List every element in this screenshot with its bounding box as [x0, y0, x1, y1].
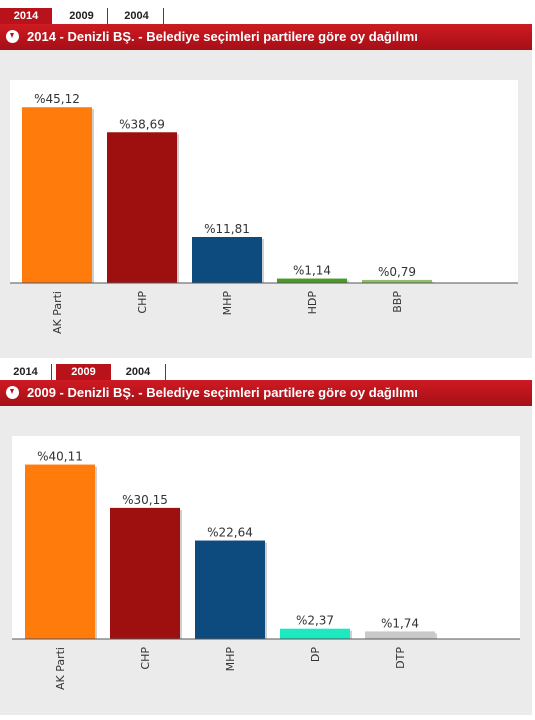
results-panel-2009: 2014 2009 2004 2009 - Denizli BŞ. - Bele… — [0, 364, 535, 715]
bar — [107, 132, 177, 283]
chart-title: 2014 - Denizli BŞ. - Belediye seçimleri … — [27, 29, 418, 44]
data-label: %38,69 — [119, 117, 165, 131]
category-label: CHP — [139, 647, 152, 670]
chart-header: 2014 - Denizli BŞ. - Belediye seçimleri … — [0, 24, 532, 50]
bar-chart-2014: %45,12 AK Parti %38,69 CHP %11,81 MHP %1,14 HDP… — [10, 80, 518, 334]
data-label: %0,79 — [378, 265, 416, 279]
tab-2009[interactable]: 2009 — [56, 8, 108, 24]
category-label: AK Parti — [54, 647, 67, 690]
category-label: AK Parti — [51, 291, 64, 334]
bar-chart-2009: %40,11 AK Parti %30,15 CHP %22,64 MHP %2,37 DP%… — [12, 436, 520, 690]
category-label: HDP — [306, 291, 319, 315]
download-arrow-icon[interactable] — [6, 30, 19, 43]
bar — [22, 107, 92, 283]
year-tabs: 2014 2009 2004 — [0, 8, 535, 24]
category-label: BBP — [391, 291, 404, 313]
chart-body: %40,11 AK Parti %30,15 CHP %22,64 MHP %2,37 DP%… — [0, 406, 532, 715]
bar — [362, 279, 432, 283]
year-tabs: 2014 2009 2004 — [0, 364, 535, 380]
data-label: %1,14 — [293, 264, 331, 278]
data-label: %2,37 — [296, 614, 334, 628]
tab-2014[interactable]: 2014 — [0, 364, 52, 380]
bar — [25, 464, 95, 639]
tab-2014[interactable]: 2014 — [0, 8, 52, 24]
chart-header: 2009 - Denizli BŞ. - Belediye seçimleri … — [0, 380, 532, 406]
bar — [280, 628, 350, 639]
bar — [110, 507, 180, 639]
bar — [365, 631, 435, 639]
category-label: MHP — [224, 647, 237, 672]
download-arrow-icon[interactable] — [6, 386, 19, 399]
category-label: CHP — [136, 291, 149, 314]
tab-2004[interactable]: 2004 — [110, 8, 164, 24]
data-label: %1,74 — [381, 616, 419, 630]
bar — [277, 278, 347, 283]
tab-2004[interactable]: 2004 — [111, 364, 166, 380]
category-label: MHP — [221, 291, 234, 316]
bar — [195, 540, 265, 639]
tab-2009[interactable]: 2009 — [56, 364, 111, 380]
chart-title: 2009 - Denizli BŞ. - Belediye seçimleri … — [27, 385, 418, 400]
data-label: %30,15 — [122, 493, 168, 507]
category-label: DTP — [394, 647, 407, 669]
bar — [192, 236, 262, 283]
data-label: %22,64 — [207, 526, 253, 540]
data-label: %40,11 — [37, 450, 83, 464]
chart-body: %45,12 AK Parti %38,69 CHP %11,81 MHP %1,14 HDP… — [0, 50, 532, 358]
data-label: %11,81 — [204, 222, 250, 236]
results-panel-2014: 2014 2009 2004 2014 - Denizli BŞ. - Bele… — [0, 8, 535, 358]
data-label: %45,12 — [34, 92, 80, 106]
category-label: DP — [309, 647, 322, 662]
